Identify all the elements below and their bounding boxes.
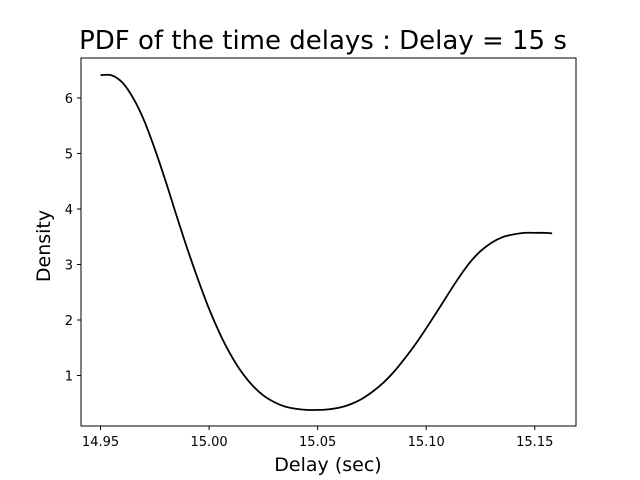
x-tick-label: 15.10 [408, 435, 445, 450]
y-tick-label: 5 [65, 147, 73, 162]
y-axis: 1 2 3 4 5 6 [65, 92, 81, 384]
y-tick-label: 4 [65, 203, 73, 218]
y-axis-label: Density [33, 210, 55, 282]
x-tick-label: 15.00 [190, 435, 227, 450]
x-axis-label: Delay (sec) [274, 454, 381, 476]
x-tick-label: 15.05 [299, 435, 336, 450]
y-tick-label: 2 [65, 314, 73, 329]
series-line [100, 73, 553, 411]
y-tick-label: 3 [65, 258, 73, 273]
y-tick-label: 6 [65, 92, 73, 107]
chart-title: PDF of the time delays : Delay = 15 s [79, 26, 567, 56]
plot-area [80, 57, 577, 427]
x-axis: 14.95 15.00 15.05 15.10 15.15 [82, 426, 553, 450]
x-tick-label: 14.95 [82, 435, 119, 450]
x-tick-label: 15.15 [516, 435, 553, 450]
y-tick-label: 1 [65, 369, 73, 384]
